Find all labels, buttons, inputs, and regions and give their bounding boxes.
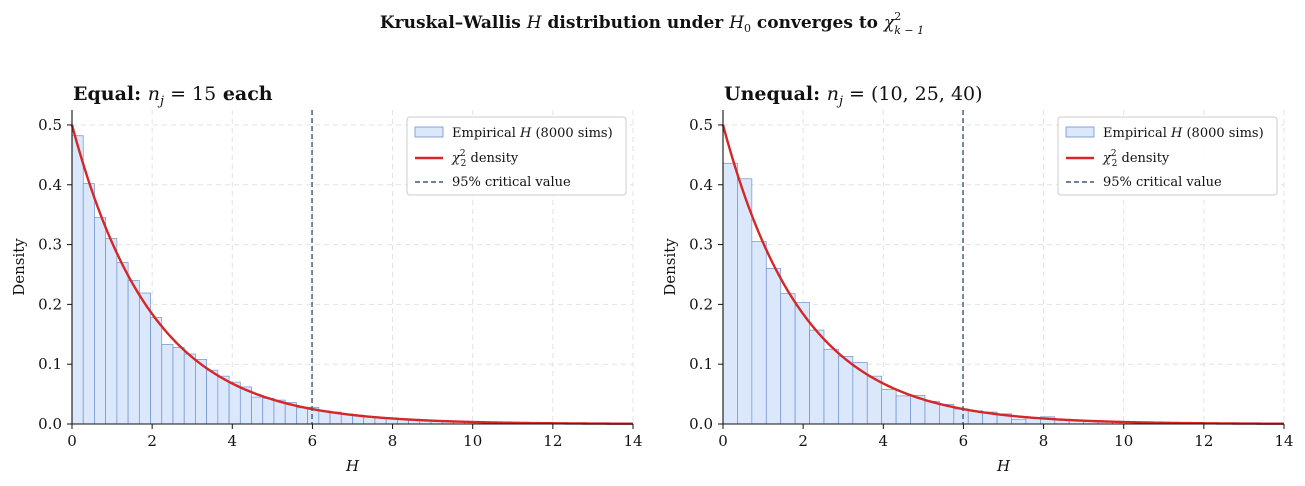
histogram-bar xyxy=(105,238,118,425)
histogram-bar xyxy=(737,178,753,425)
y-tick-label: 0.3 xyxy=(689,236,713,254)
legend-hist-label: Empirical H (8000 sims) xyxy=(1103,126,1264,141)
x-axis-label: H xyxy=(996,457,1011,475)
legend-hist-label: Empirical H (8000 sims) xyxy=(452,126,613,141)
histogram-bar xyxy=(138,292,151,425)
x-tick-label: 8 xyxy=(388,432,398,450)
y-tick-label: 0.1 xyxy=(38,355,62,373)
x-tick-label: 6 xyxy=(959,432,969,450)
legend-hist-swatch xyxy=(1065,126,1095,138)
panel-1: 0 2 4 6 8 10 12 14 0.0 0.1 0.2 0.3 0.4 0.5 H Density Equ… xyxy=(10,83,643,475)
histogram-bar xyxy=(823,348,839,425)
y-tick-label: 0.5 xyxy=(689,116,713,134)
x-tick-label: 4 xyxy=(228,432,238,450)
y-axis-label: Density xyxy=(10,238,28,296)
x-tick-label: 10 xyxy=(463,432,482,450)
legend: Empirical H (8000 sims) χ2 2 density 95% cr… xyxy=(1057,116,1278,196)
legend-hist-swatch xyxy=(414,126,444,138)
panel-title: Equal: nj = 15 each xyxy=(73,83,273,109)
histogram-bar xyxy=(722,162,738,425)
x-tick-label: 2 xyxy=(798,432,808,450)
histogram-bar xyxy=(924,400,940,425)
histogram-bar xyxy=(206,369,219,425)
y-tick-label: 0.1 xyxy=(689,355,713,373)
histogram-bar xyxy=(172,347,185,425)
figure-title: Kruskal–Wallis H distribution under H0 c… xyxy=(380,10,924,37)
y-tick-label: 0.0 xyxy=(38,415,62,433)
histogram-bar xyxy=(127,280,140,425)
legend-density-label: χ2 2 density xyxy=(1102,149,1170,169)
histogram-bar xyxy=(1011,418,1027,425)
histogram-bar xyxy=(262,397,275,425)
x-tick-label: 6 xyxy=(308,432,318,450)
histogram-bar xyxy=(881,388,897,425)
legend-critical-label: 95% critical value xyxy=(1103,175,1222,190)
x-tick-label: 0 xyxy=(67,432,77,450)
x-tick-label: 2 xyxy=(147,432,157,450)
histogram-bar xyxy=(150,317,163,425)
histogram-bar xyxy=(94,217,107,425)
histogram-bar xyxy=(228,381,241,425)
density-curve xyxy=(721,124,1285,425)
histogram-bar xyxy=(161,344,174,425)
y-tick-label: 0.2 xyxy=(38,295,62,313)
x-tick-label: 4 xyxy=(879,432,889,450)
histogram-bar xyxy=(251,396,264,425)
histogram-bar xyxy=(780,293,796,425)
histogram-bar xyxy=(751,241,767,425)
x-tick-label: 10 xyxy=(1114,432,1133,450)
histogram-bar xyxy=(809,329,825,425)
x-tick-label: 8 xyxy=(1039,432,1049,450)
y-tick-label: 0.0 xyxy=(689,415,713,433)
histogram-bar xyxy=(852,362,868,425)
y-tick-label: 0.2 xyxy=(689,295,713,313)
y-tick-label: 0.3 xyxy=(38,236,62,254)
histogram-bar xyxy=(71,135,84,425)
x-tick-label: 14 xyxy=(623,432,642,450)
panel-2: 0 2 4 6 8 10 12 14 0.0 0.1 0.2 0.3 0.4 0.5 H Density Une… xyxy=(661,83,1294,475)
legend-box xyxy=(406,116,627,196)
y-tick-label: 0.5 xyxy=(38,116,62,134)
histogram-bar xyxy=(116,262,129,425)
histogram-bar xyxy=(296,407,308,425)
x-axis-label: H xyxy=(345,457,360,475)
x-tick-label: 0 xyxy=(718,432,728,450)
legend-density-label: χ2 2 density xyxy=(451,149,519,169)
x-tick-label: 14 xyxy=(1274,432,1293,450)
histogram-bar xyxy=(195,359,207,425)
density-curve xyxy=(70,124,634,425)
histogram-bar xyxy=(183,353,196,425)
histogram-bar xyxy=(82,183,95,425)
histogram-bar xyxy=(895,395,911,425)
panel-title: Unequal: nj = (10, 25, 40) xyxy=(724,83,983,109)
y-axis-label: Density xyxy=(661,238,679,296)
y-tick-label: 0.4 xyxy=(689,176,713,194)
y-tick-label: 0.4 xyxy=(38,176,62,194)
legend-box xyxy=(1057,116,1278,196)
histogram-bar xyxy=(838,356,854,425)
legend-critical-label: 95% critical value xyxy=(452,175,571,190)
histogram-bar xyxy=(217,375,230,425)
histogram-bar xyxy=(953,408,969,425)
histogram-bar xyxy=(866,375,883,425)
x-tick-label: 12 xyxy=(1194,432,1213,450)
legend: Empirical H (8000 sims) χ2 2 density 95% cr… xyxy=(406,116,627,196)
histogram-bar xyxy=(765,268,782,425)
x-tick-label: 12 xyxy=(543,432,562,450)
